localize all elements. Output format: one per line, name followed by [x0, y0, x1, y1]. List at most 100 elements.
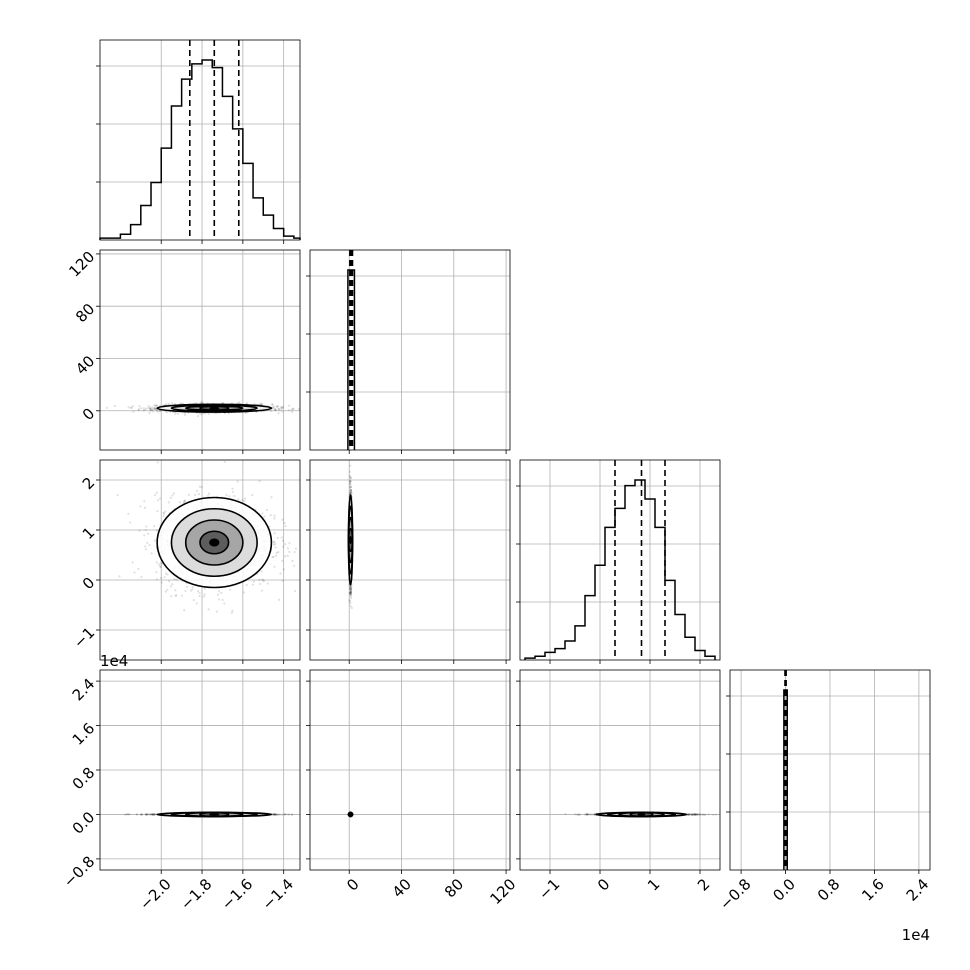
- scatter-point: [198, 485, 201, 488]
- scatter-point: [241, 499, 244, 502]
- scatter-point: [160, 581, 163, 584]
- scatter-point: [350, 606, 353, 610]
- scatter-point: [273, 565, 276, 568]
- scatter-point: [170, 595, 173, 598]
- scatter-point: [348, 490, 352, 493]
- scatter-point: [217, 598, 221, 601]
- scatter-point: [207, 492, 211, 495]
- scatter-point: [187, 493, 190, 496]
- scatter-point: [162, 511, 165, 514]
- scatter-point: [262, 579, 266, 583]
- panel-border: [99, 249, 301, 451]
- scatter-point: [225, 493, 228, 497]
- histogram-step: [99, 59, 301, 240]
- scatter-point: [151, 812, 154, 816]
- scatter-point: [291, 407, 294, 410]
- scatter-point: [142, 407, 145, 410]
- scatter-point: [349, 593, 352, 596]
- scatter-point: [349, 594, 352, 597]
- panel-border: [519, 459, 721, 661]
- scatter-point: [147, 404, 150, 408]
- scatter-point: [290, 408, 293, 411]
- scatter-point: [131, 561, 134, 564]
- scatter-point: [349, 585, 352, 589]
- scatter-point: [105, 406, 108, 409]
- scatter-point: [349, 480, 352, 483]
- scatter-point: [148, 412, 151, 415]
- scatter-point: [259, 402, 262, 405]
- scatter-point: [280, 407, 283, 410]
- scatter-point: [237, 498, 240, 501]
- scatter-point: [297, 407, 300, 411]
- scatter-point: [165, 403, 168, 406]
- scatter-point: [198, 594, 201, 598]
- scatter-point: [280, 536, 283, 539]
- scatter-point: [261, 578, 264, 581]
- scatter-point: [153, 812, 157, 816]
- scatter-point: [140, 813, 143, 816]
- scatter-point: [227, 495, 231, 498]
- scatter-point: [229, 588, 232, 591]
- scatter-point: [145, 813, 148, 816]
- scatter-point: [286, 547, 290, 550]
- scatter-point: [273, 532, 276, 535]
- scatter-point: [278, 813, 281, 816]
- scatter-point: [127, 512, 130, 515]
- scatter-point: [276, 405, 279, 408]
- panel-1-0: [96, 249, 301, 454]
- scatter-point: [271, 403, 274, 406]
- scatter-point: [183, 609, 186, 612]
- scatter-point: [273, 813, 276, 816]
- scatter-point: [273, 517, 276, 520]
- scatter-point: [159, 576, 163, 580]
- scatter-point: [129, 406, 133, 409]
- scatter-point: [186, 585, 189, 588]
- scatter-point: [144, 545, 147, 548]
- scatter-point: [349, 597, 353, 600]
- scatter-point: [191, 585, 194, 589]
- scatter-point: [137, 408, 141, 411]
- scatter-point: [273, 813, 276, 816]
- scatter-point: [291, 559, 294, 563]
- scatter-point: [349, 590, 353, 593]
- scatter-point: [153, 525, 156, 528]
- scatter-point: [349, 489, 352, 492]
- scatter-point: [155, 404, 158, 407]
- scatter-point: [276, 405, 279, 408]
- scatter-point: [153, 407, 156, 410]
- scatter-point: [243, 499, 246, 503]
- scatter-point: [258, 480, 261, 483]
- scatter-point: [174, 589, 177, 592]
- scatter-point: [275, 554, 278, 557]
- scatter-point: [158, 409, 162, 413]
- scatter-point: [349, 591, 353, 594]
- scatter-point: [349, 491, 352, 494]
- scatter-point: [149, 813, 153, 816]
- scatter-point: [139, 406, 142, 410]
- scatter-point: [151, 813, 154, 816]
- scatter-point: [200, 413, 203, 416]
- scatter-point: [149, 409, 153, 412]
- scatter-point: [155, 529, 158, 532]
- scatter-point: [281, 406, 284, 410]
- scatter-point: [349, 586, 353, 589]
- scatter-point: [277, 412, 280, 415]
- scatter-point: [308, 564, 310, 566]
- scatter-point: [223, 602, 226, 605]
- panel-border: [99, 39, 301, 241]
- scatter-point: [150, 813, 154, 816]
- scatter-point: [215, 610, 219, 613]
- scatter-layer: [347, 464, 354, 610]
- scatter-point: [156, 499, 160, 502]
- scatter-point: [127, 813, 130, 816]
- scatter-point: [349, 476, 353, 479]
- scatter-point: [118, 575, 121, 578]
- scatter-point: [348, 587, 352, 590]
- scatter-point: [273, 813, 276, 816]
- scatter-point: [158, 497, 162, 500]
- scatter-point: [233, 494, 236, 498]
- scatter-point: [282, 405, 285, 408]
- scatter-point: [153, 813, 156, 816]
- panel-2-0: [96, 459, 310, 664]
- scatter-point: [155, 404, 158, 407]
